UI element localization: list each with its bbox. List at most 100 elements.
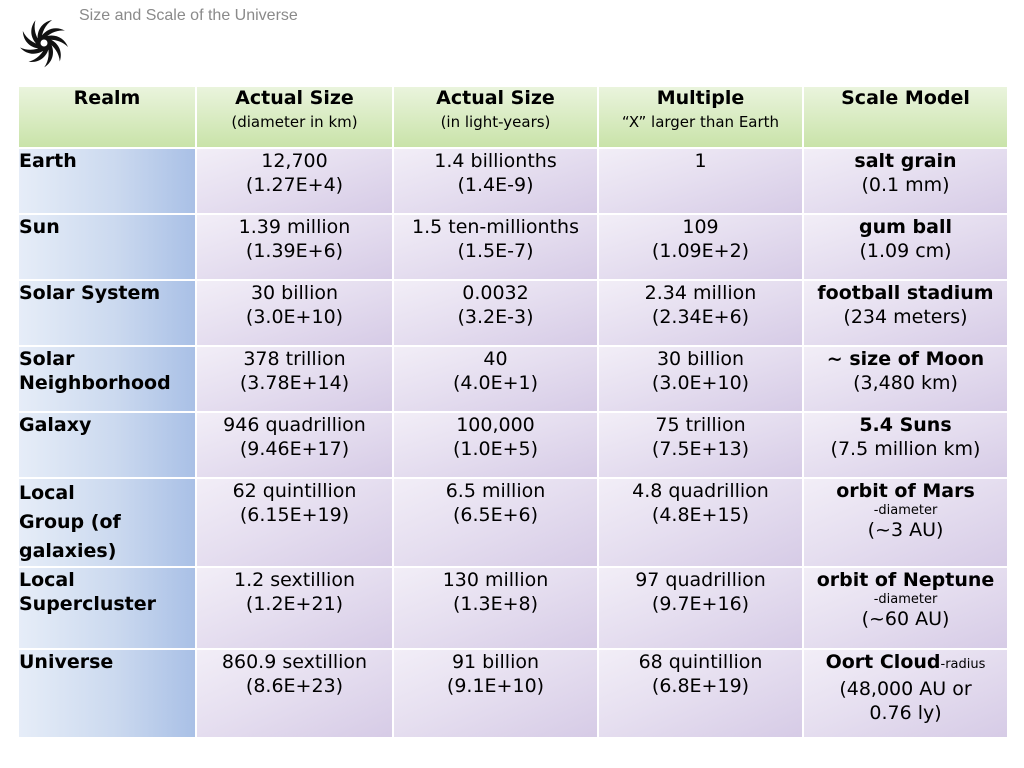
multiple-cell: 68 quintillion (6.8E+19) [597,648,804,739]
scale-model-cell: ~ size of Moon (3,480 km) [802,345,1009,413]
scale-model-name: orbit of Mars [836,480,975,502]
header-main: Multiple [656,87,745,109]
value-sci: (1.5E-7) [457,240,534,262]
value-text: 100,000 [456,414,535,436]
spiral-galaxy-icon [16,16,72,70]
header-main: Scale Model [841,87,970,109]
actual-size-ly-cell: 100,000 (1.0E+5) [392,411,599,479]
value-sci: (1.09E+2) [651,240,750,262]
value-text: 946 quadrillion [223,414,366,436]
scale-model-size: (3,480 km) [853,372,958,394]
value-sci: (3.0E+10) [245,306,344,328]
scale-model-name: ~ size of Moon [826,348,985,370]
realm-cell: Local Group (of galaxies) [17,477,197,568]
realm-cell: Sun [17,213,197,281]
value-sci: (1.0E+5) [452,438,539,460]
actual-size-km-cell: 378 trillion (3.78E+14) [195,345,394,413]
scale-model-size-cont: 0.76 ly) [869,702,942,724]
header-main: Actual Size [235,87,354,109]
value-sci: (2.34E+6) [651,306,750,328]
value-sci: (6.15E+19) [239,504,350,526]
actual-size-km-cell: 860.9 sextillion (8.6E+23) [195,648,394,739]
realm-cell: Solar System [17,279,197,347]
header-realm: Realm [17,85,197,149]
realm-label: Sun [19,216,60,238]
value-text: 30 billion [656,348,745,370]
realm-cell: Universe [17,648,197,739]
table-row: Local Group (of galaxies) 62 quintillion… [17,477,1009,568]
value-text: 109 [682,216,719,238]
value-sci: (9.1E+10) [446,675,545,697]
realm-label: Solar Neighborhood [19,348,171,394]
actual-size-km-cell: 30 billion (3.0E+10) [195,279,394,347]
value-sci: (6.8E+19) [651,675,750,697]
realm-label: Galaxy [19,414,92,436]
table-row: Solar Neighborhood 378 trillion (3.78E+1… [17,345,1009,413]
scale-model-name: football stadium [817,282,994,304]
header-sub: (in light-years) [440,113,551,131]
table-row: Sun 1.39 million (1.39E+6) 1.5 ten-milli… [17,213,1009,281]
value-text: 0.0032 [462,282,529,304]
realm-cell: Galaxy [17,411,197,479]
scale-model-size: (48,000 AU or [839,678,972,700]
universe-scale-table: Realm Actual Size (diameter in km) Actua… [17,85,1009,739]
value-sci: (4.8E+15) [651,504,750,526]
value-text: 68 quintillion [638,651,763,673]
scale-model-note: -diameter [873,592,938,607]
realm-cell: Solar Neighborhood [17,345,197,413]
header-scale-model: Scale Model [802,85,1009,149]
value-text: 97 quadrillion [635,569,766,591]
value-sci: (1.4E-9) [457,174,534,196]
multiple-cell: 109 (1.09E+2) [597,213,804,281]
scale-model-cell: 5.4 Suns (7.5 million km) [802,411,1009,479]
value-sci: (8.6E+23) [245,675,344,697]
value-text: 860.9 sextillion [221,651,368,673]
value-sci: (1.39E+6) [245,240,344,262]
header-actual-size-ly: Actual Size (in light-years) [392,85,599,149]
scale-model-name: 5.4 Suns [859,414,952,436]
realm-label: Earth [19,150,77,172]
value-text: 1.2 sextillion [234,569,355,591]
header-multiple: Multiple “X” larger than Earth [597,85,804,149]
actual-size-km-cell: 12,700 (1.27E+4) [195,147,394,215]
actual-size-km-cell: 946 quadrillion (9.46E+17) [195,411,394,479]
value-sci: (3.78E+14) [239,372,350,394]
value-sci: (1.3E+8) [452,593,539,615]
multiple-cell: 97 quadrillion (9.7E+16) [597,566,804,650]
value-text: 30 billion [250,282,339,304]
value-text: 378 trillion [243,348,346,370]
scale-model-name: gum ball [859,216,952,238]
value-sci: (3.2E-3) [457,306,534,328]
scale-model-note: -radius [940,657,986,672]
realm-label: Local Group (of galaxies) [19,482,121,562]
value-sci: (1.2E+21) [245,593,344,615]
scale-model-size: (7.5 million km) [830,438,981,460]
header-sub: “X” larger than Earth [621,113,780,131]
value-sci: (4.0E+1) [452,372,539,394]
table-row: Universe 860.9 sextillion (8.6E+23) 91 b… [17,648,1009,739]
multiple-cell: 2.34 million (2.34E+6) [597,279,804,347]
actual-size-ly-cell: 91 billion (9.1E+10) [392,648,599,739]
actual-size-ly-cell: 6.5 million (6.5E+6) [392,477,599,568]
multiple-cell: 75 trillion (7.5E+13) [597,411,804,479]
scale-model-cell: gum ball (1.09 cm) [802,213,1009,281]
header-main: Actual Size [436,87,555,109]
multiple-cell: 30 billion (3.0E+10) [597,345,804,413]
value-text: 62 quintillion [232,480,357,502]
scale-model-name: salt grain [854,150,957,172]
scale-model-cell: football stadium (234 meters) [802,279,1009,347]
value-text: 1.39 million [238,216,351,238]
actual-size-km-cell: 1.39 million (1.39E+6) [195,213,394,281]
value-text: 91 billion [451,651,540,673]
multiple-cell: 4.8 quadrillion (4.8E+15) [597,477,804,568]
realm-cell: Earth [17,147,197,215]
value-text: 1.4 billionths [434,150,557,172]
actual-size-km-cell: 1.2 sextillion (1.2E+21) [195,566,394,650]
value-text: 1 [694,150,707,172]
scale-model-size: (~3 AU) [867,519,944,541]
realm-cell: Local Supercluster [17,566,197,650]
scale-model-cell: salt grain (0.1 mm) [802,147,1009,215]
value-text: 6.5 million [445,480,546,502]
value-sci: (1.27E+4) [245,174,344,196]
scale-model-cell: Oort Cloud-radius (48,000 AU or 0.76 ly) [802,648,1009,739]
